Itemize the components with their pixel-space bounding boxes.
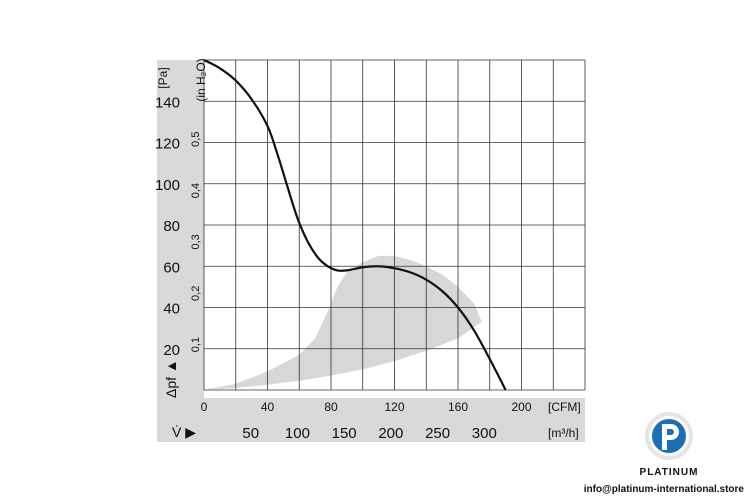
operating-region-area (204, 255, 482, 390)
x-tick-m3h: 200 (378, 425, 403, 442)
y-tick-pa: 120 (155, 136, 180, 153)
footer-email: info@platinum-international.store (584, 484, 745, 495)
logo-ring (645, 412, 693, 460)
y-tick-inh2o: 0,5 (190, 132, 202, 147)
y-tick-pa: 140 (155, 94, 180, 111)
y-tick-pa: 80 (163, 218, 180, 235)
platinum-logo (645, 412, 693, 460)
y-tick-inh2o: 0,2 (190, 286, 202, 301)
performance-curve-group (203, 59, 507, 391)
y-tick-inh2o: 0,4 (190, 183, 202, 198)
x-unit-m3h: [m³/h] (548, 426, 579, 440)
y-tick-pa: 20 (163, 342, 180, 359)
performance-curve (203, 59, 507, 391)
logo-p-icon (662, 424, 679, 450)
x-tick-cfm: 160 (448, 400, 468, 414)
grid (203, 59, 586, 391)
y-axis-symbol: Δpf ▲ (163, 359, 179, 398)
left-gray-band (157, 60, 204, 418)
x-tick-cfm: 40 (261, 400, 275, 414)
x-tick-m3h: 50 (242, 425, 259, 442)
y-tick-pa: 60 (163, 259, 180, 276)
y-unit-pa: [Pa] (156, 67, 170, 88)
tick-labels: 20 40 60 80 100 120 140 0,1 0,2 0,3 0,4 0,5 0 40 80 120… (155, 94, 532, 442)
x-tick-m3h: 100 (285, 425, 310, 442)
y-unit-inh2o: (in H₂O) (194, 58, 208, 101)
x-tick-cfm: 80 (324, 400, 338, 414)
x-axis-symbol: V̇ ▶ (172, 424, 196, 440)
x-tick-cfm: 0 (201, 400, 208, 414)
x-tick-cfm: 120 (384, 400, 404, 414)
operating-region (204, 255, 482, 390)
x-unit-cfm: [CFM] (548, 400, 581, 414)
x-tick-m3h: 300 (472, 425, 497, 442)
bottom-gray-band (157, 398, 585, 442)
logo-text: PLATINUM (640, 467, 699, 478)
y-tick-pa: 100 (155, 177, 180, 194)
y-tick-inh2o: 0,1 (190, 337, 202, 352)
y-tick-inh2o: 0,3 (190, 234, 202, 249)
x-tick-cfm: 200 (511, 400, 531, 414)
x-tick-m3h: 150 (332, 425, 357, 442)
x-tick-m3h: 250 (425, 425, 450, 442)
y-tick-pa: 40 (163, 301, 180, 318)
